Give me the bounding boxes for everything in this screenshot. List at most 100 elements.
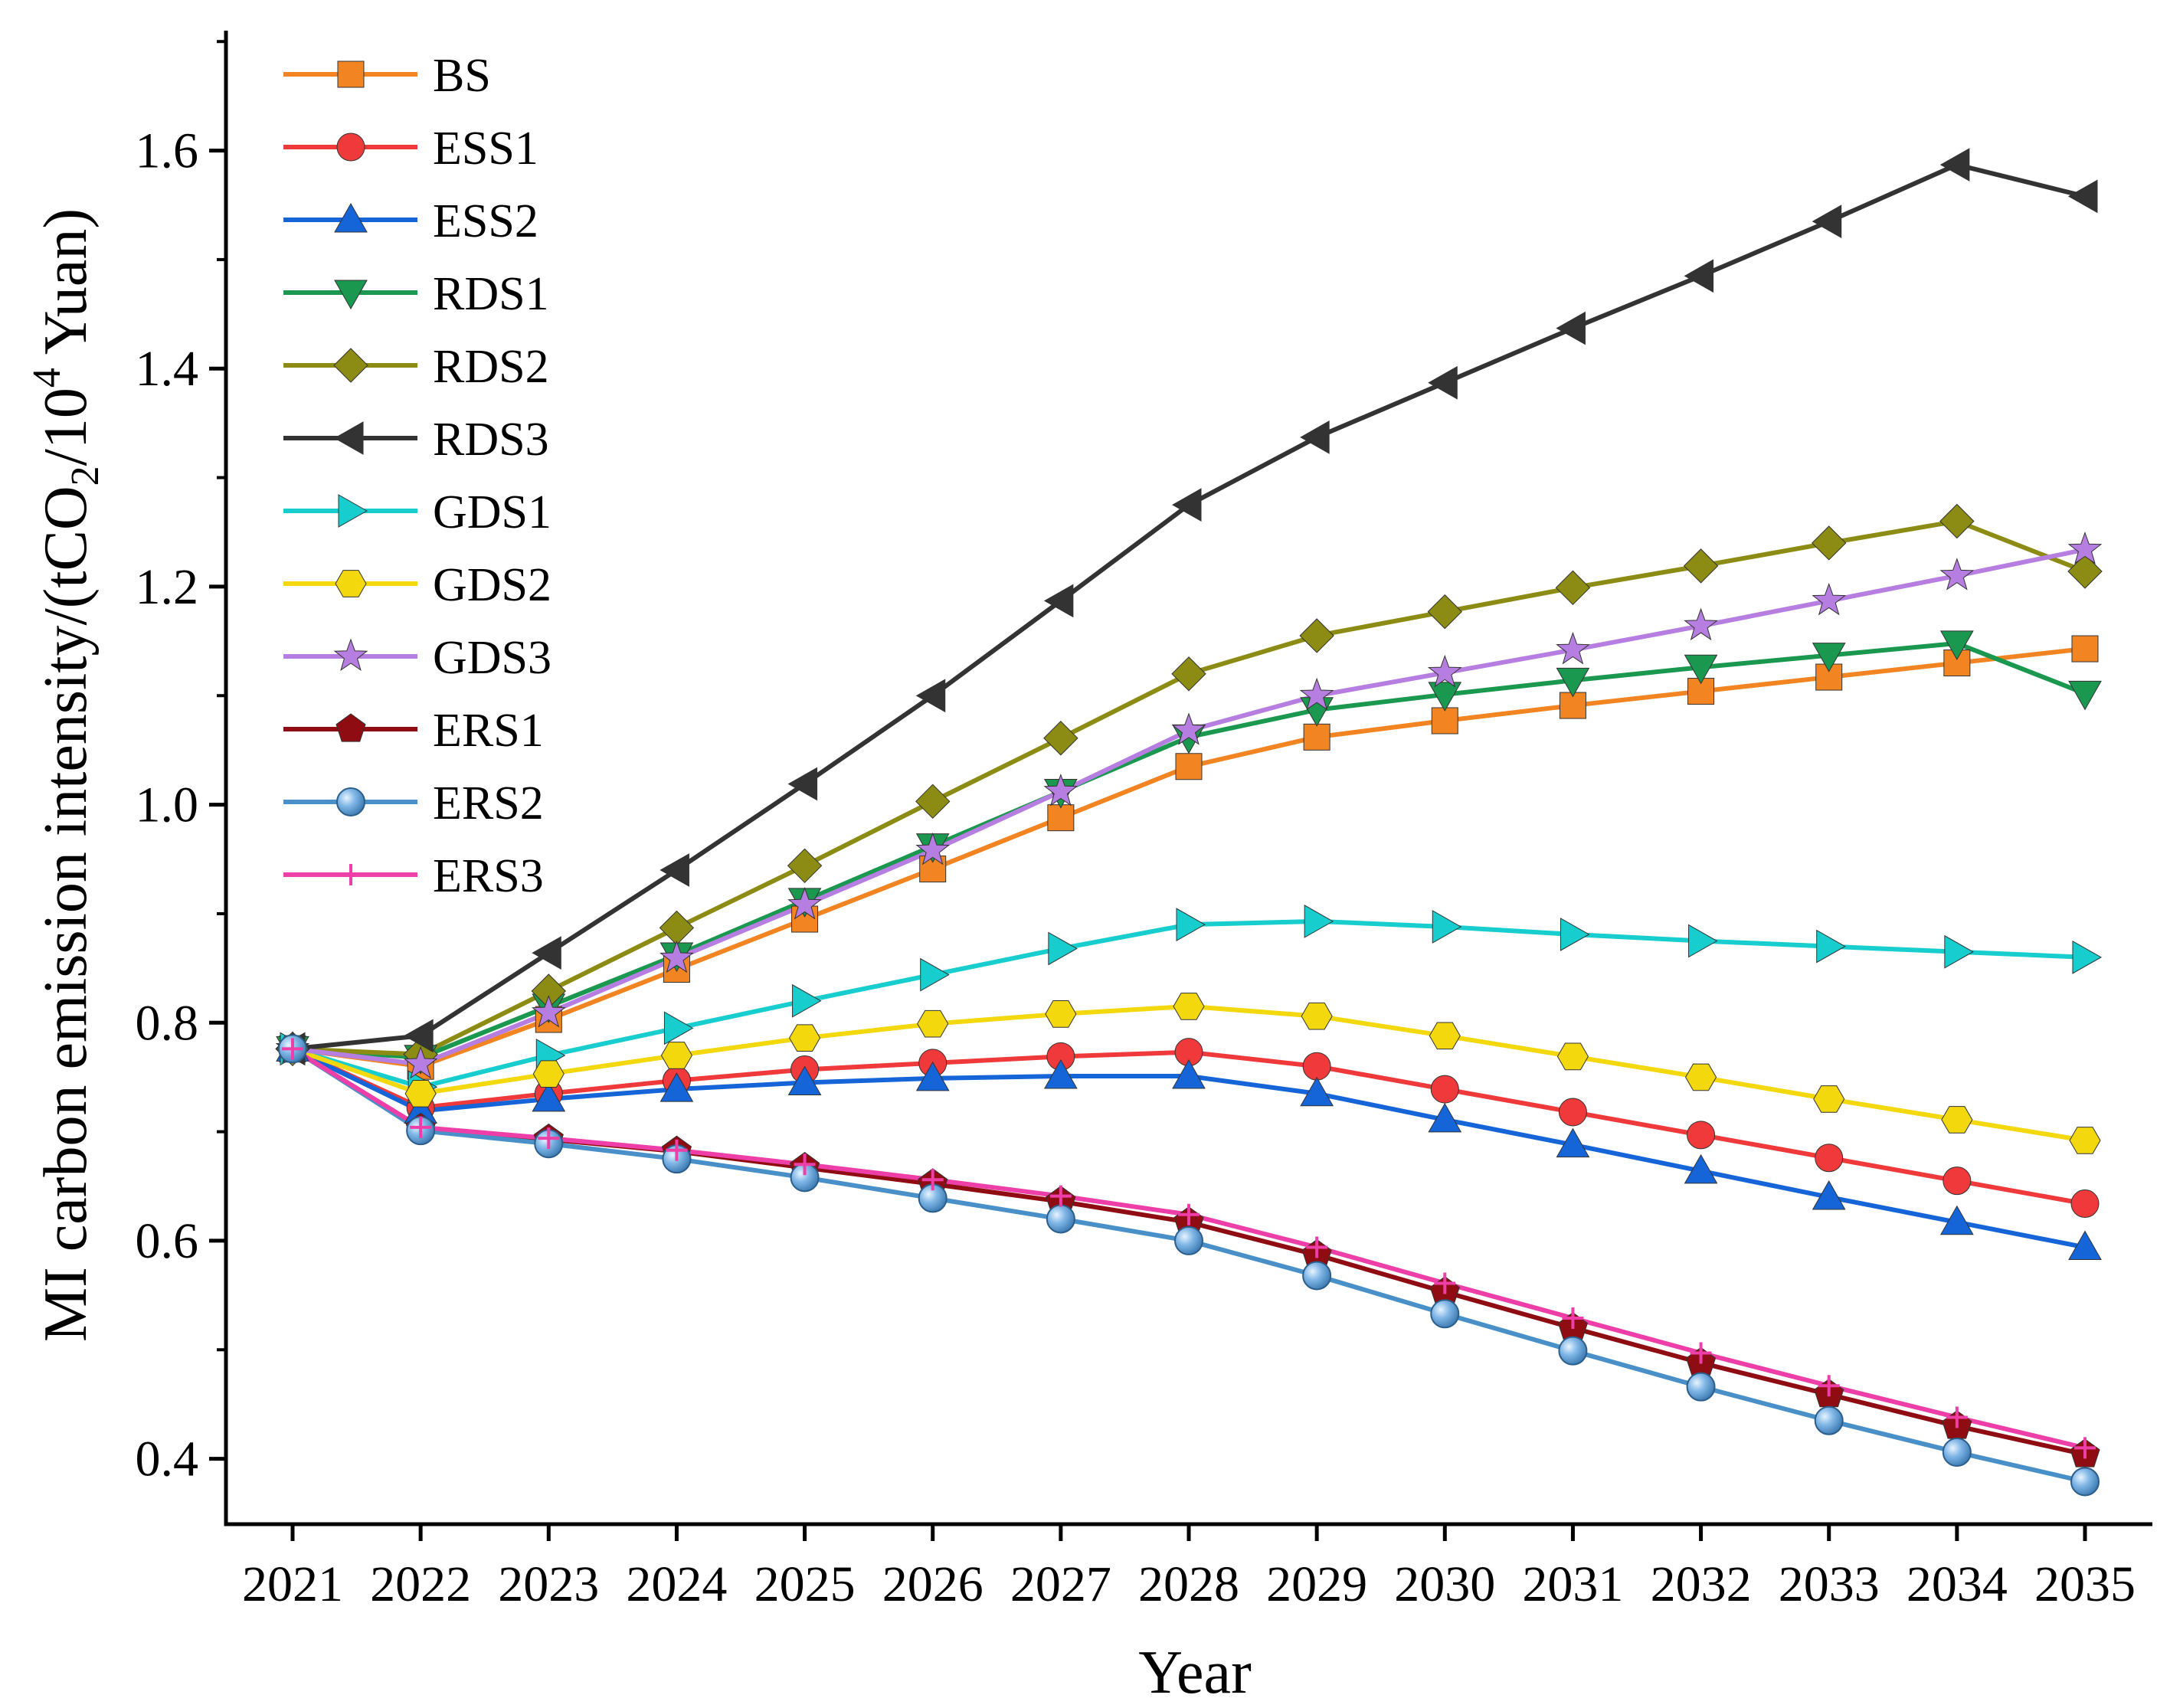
- x-tick-label: 2029: [1266, 1556, 1367, 1612]
- point-rds2: [787, 848, 823, 883]
- point-ess2: [1812, 1180, 1846, 1210]
- y-tick-label: 1.0: [136, 777, 199, 833]
- point-ess2: [1556, 1127, 1590, 1158]
- svg-text:MI carbon emission intensity/(: MI carbon emission intensity/(tCO2/104 Y…: [25, 208, 107, 1342]
- point-gds3: [1171, 712, 1206, 745]
- x-tick-label: 2031: [1522, 1556, 1623, 1612]
- point-ers3: [538, 1127, 560, 1150]
- legend-label-gds2: GDS2: [433, 559, 552, 611]
- legend-label-ess2: ESS2: [433, 195, 538, 247]
- point-gds1: [1560, 918, 1590, 951]
- point-gds2: [1301, 1002, 1333, 1030]
- point-ers3: [2074, 1437, 2096, 1459]
- legend-label-gds1: GDS1: [433, 486, 552, 538]
- point-ers3: [410, 1116, 432, 1138]
- legend-marker-gds3: [333, 638, 368, 671]
- x-tick-label: 2021: [242, 1556, 343, 1612]
- y-axis-label: MI carbon emission intensity/(tCO2/104 Y…: [25, 208, 107, 1342]
- point-ers2: [1558, 1336, 1588, 1366]
- point-rds1: [1684, 654, 1718, 685]
- x-tick-label: 2030: [1394, 1556, 1495, 1612]
- point-ers3: [1049, 1185, 1072, 1207]
- x-tick-label: 2026: [882, 1556, 984, 1612]
- point-rds2: [1171, 656, 1206, 692]
- x-axis-label: Year: [1138, 1639, 1251, 1706]
- x-tick-label: 2023: [498, 1556, 599, 1612]
- point-gds2: [1813, 1085, 1845, 1113]
- x-tick-label: 2033: [1779, 1556, 1880, 1612]
- point-rds1: [1428, 682, 1462, 712]
- point-gds1: [663, 1011, 694, 1045]
- point-ess1: [1687, 1121, 1716, 1150]
- point-ers2: [1046, 1204, 1075, 1234]
- point-rds3: [660, 853, 689, 887]
- point-ers2: [1174, 1225, 1203, 1255]
- point-gds2: [1045, 1000, 1077, 1028]
- point-ers3: [794, 1153, 816, 1176]
- point-gds3: [1556, 631, 1590, 665]
- legend-marker-ers1: [335, 713, 366, 742]
- point-ers3: [282, 1038, 303, 1060]
- point-rds3: [1300, 420, 1330, 454]
- point-gds2: [532, 1060, 565, 1088]
- point-ess2: [787, 1065, 822, 1096]
- point-ess2: [1939, 1205, 1974, 1235]
- x-axis-ticks: 2021 2022 2023 2024 2025 2026 2027 2028 2029 2030…: [242, 1524, 2136, 1612]
- point-gds3: [1812, 582, 1847, 616]
- y-tick-label: 0.4: [136, 1432, 199, 1487]
- point-rds3: [1043, 584, 1074, 618]
- point-gds1: [1048, 931, 1078, 966]
- point-gds1: [1432, 910, 1462, 944]
- point-ess1: [1815, 1144, 1844, 1173]
- legend-marker-ess2: [334, 202, 368, 233]
- point-ers2: [1302, 1261, 1332, 1291]
- legend-marker-rds2: [333, 348, 368, 383]
- point-gds1: [1816, 929, 1846, 964]
- point-rds1: [1556, 667, 1590, 698]
- point-gds2: [1173, 993, 1205, 1020]
- point-ers3: [1434, 1272, 1456, 1294]
- legend-label-rds2: RDS2: [433, 341, 549, 393]
- point-ess1: [1302, 1052, 1331, 1081]
- point-rds2: [659, 910, 695, 946]
- series-markers: [275, 148, 2103, 1497]
- x-tick-label: 2035: [2034, 1556, 2136, 1612]
- point-gds3: [1939, 558, 1975, 591]
- point-gds1: [1176, 908, 1206, 942]
- point-gds2: [404, 1079, 437, 1108]
- point-gds1: [1688, 924, 1718, 958]
- legend-label-ess1: ESS1: [433, 123, 538, 175]
- point-rds2: [915, 784, 951, 820]
- point-rds3: [1812, 205, 1842, 238]
- point-rds2: [1043, 721, 1078, 756]
- point-rds3: [532, 936, 561, 970]
- point-gds2: [1684, 1063, 1717, 1091]
- point-rds3: [787, 767, 818, 801]
- point-bs: [1431, 707, 1458, 735]
- legend-label-rds3: RDS3: [433, 414, 549, 466]
- point-gds1: [2072, 940, 2103, 974]
- point-ess2: [1172, 1059, 1206, 1089]
- point-rds3: [915, 679, 946, 713]
- point-ess2: [1428, 1102, 1462, 1133]
- point-ess2: [532, 1081, 566, 1112]
- legend-marker-gds1: [338, 494, 368, 528]
- point-gds3: [2067, 532, 2103, 564]
- point-ess1: [1943, 1166, 1972, 1196]
- point-rds1: [1812, 643, 1846, 672]
- legend-marker-rds3: [333, 421, 364, 455]
- y-tick-label: 0.6: [136, 1213, 199, 1269]
- point-gds2: [1556, 1042, 1589, 1071]
- point-rds1: [1939, 630, 1974, 660]
- point-gds2: [788, 1024, 821, 1052]
- point-ers2: [1430, 1299, 1460, 1329]
- point-ess1: [1430, 1075, 1459, 1104]
- point-rds3: [1556, 311, 1586, 345]
- legend-label-rds1: RDS1: [433, 268, 549, 320]
- legend-marker-rds1: [334, 280, 368, 310]
- point-gds3: [1427, 654, 1462, 688]
- point-ess2: [915, 1061, 950, 1091]
- legend-label-bs: BS: [433, 50, 491, 102]
- point-ers3: [1818, 1375, 1840, 1397]
- point-ess2: [660, 1072, 694, 1102]
